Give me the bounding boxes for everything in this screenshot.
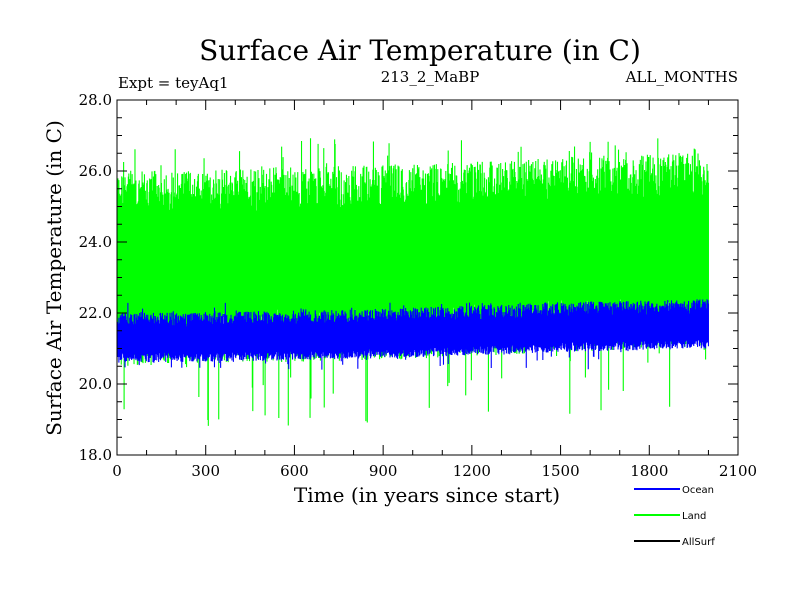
y-tick-label: 24.0 [79,233,112,251]
x-tick-label: 0 [112,462,122,480]
series-line-land [117,138,709,426]
y-tick-label: 22.0 [79,304,112,322]
plot-area [117,138,709,426]
legend-label-ocean: Ocean [682,485,714,496]
x-tick-label: 600 [280,462,309,480]
y-tick-label: 26.0 [79,162,112,180]
y-tick-label: 20.0 [79,375,112,393]
x-tick-label: 1200 [453,462,491,480]
subtitle-period: 213_2_MaBP [381,68,480,86]
axis-ticks: 0 300 600 900 1200 1500 1800 2100 18.0 20.0 22.0 24… [79,91,758,480]
x-tick-label: 900 [369,462,398,480]
x-tick-label: 2100 [719,462,757,480]
x-tick-label: 300 [191,462,220,480]
y-tick-label: 18.0 [79,446,112,464]
legend-label-allsurf: AllSurf [682,537,715,548]
x-axis-label: Time (in years since start) [294,483,560,507]
legend: Ocean Land AllSurf [634,485,715,548]
legend-label-land: Land [682,511,706,522]
x-tick-label: 1800 [630,462,668,480]
series-layer [117,138,709,426]
y-axis-label: Surface Air Temperature (in C) [42,120,66,436]
x-tick-label: 1500 [541,462,579,480]
subtitle-experiment: Expt = teyAq1 [118,74,229,92]
subtitle-months: ALL_MONTHS [625,68,738,86]
chart-title: Surface Air Temperature (in C) [199,34,641,67]
series-line-ocean [117,299,709,370]
y-tick-label: 28.0 [79,91,112,109]
